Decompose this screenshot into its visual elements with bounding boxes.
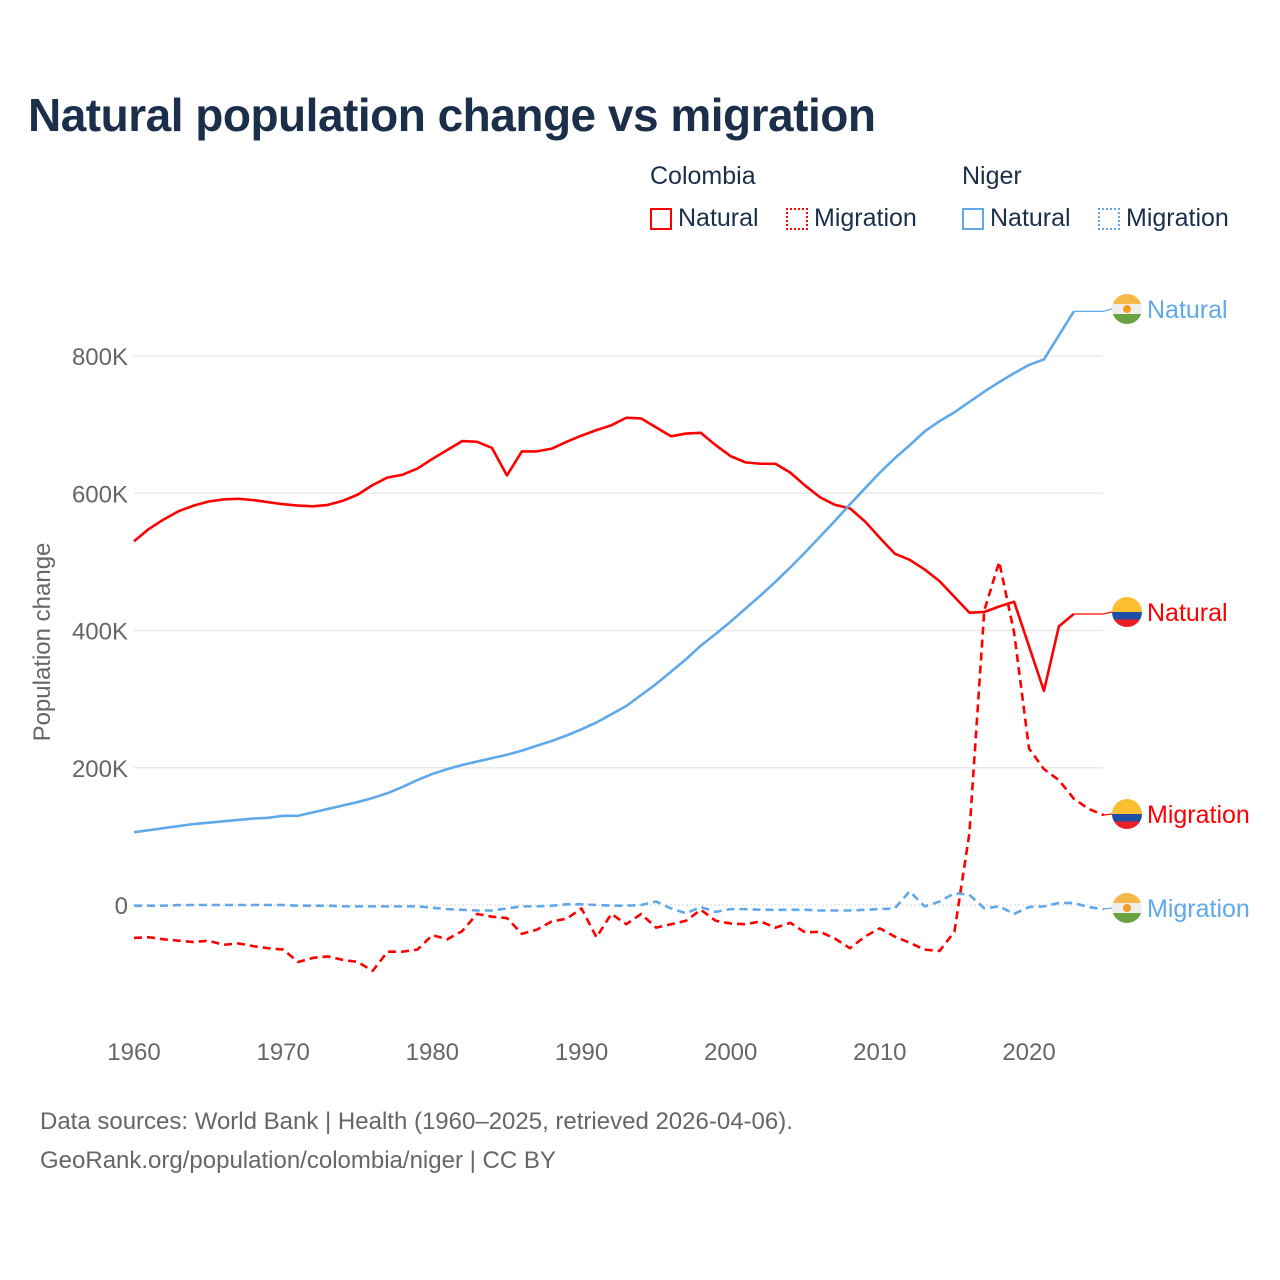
x-tick-label: 1990 (555, 1039, 608, 1066)
flag-stripe (1112, 314, 1142, 324)
flag-stripe (1112, 619, 1142, 627)
y-tick-label: 0 (115, 893, 128, 920)
flag-stripe (1112, 814, 1142, 822)
x-tick-label: 2000 (704, 1039, 757, 1066)
flag-stripe (1112, 294, 1142, 304)
label-connector (1073, 308, 1113, 312)
series-line-colombia-natural (133, 416, 1075, 693)
x-tick-label: 1970 (256, 1039, 309, 1066)
flag-sun (1123, 904, 1131, 912)
legend-item-colombia-migration[interactable]: Migration (786, 204, 917, 233)
y-axis-label: Population change (29, 543, 56, 742)
legend-label: Natural (990, 204, 1071, 232)
legend-label: Migration (1126, 204, 1229, 232)
colombia-flag-icon (1112, 799, 1142, 829)
x-tick-label: 2010 (853, 1039, 906, 1066)
series-line-niger-migration (134, 889, 1104, 916)
legend-swatch-dotted-blue (1098, 207, 1120, 230)
legend-group-niger: Niger (962, 162, 1022, 190)
legend-swatch-solid-blue (962, 207, 984, 230)
legend-item-niger-natural[interactable]: Natural (962, 204, 1071, 233)
legend-label: Migration (814, 204, 917, 232)
legend-item-niger-migration[interactable]: Migration (1098, 204, 1229, 233)
label-connector (1073, 611, 1113, 615)
end-label: Migration (1147, 801, 1250, 829)
chart-title: Natural population change vs migration (28, 89, 876, 141)
flag-sun (1123, 305, 1131, 313)
flag-stripe (1112, 821, 1142, 829)
niger-flag-icon (1112, 294, 1142, 324)
label-connector (1102, 907, 1113, 910)
flag-stripe (1112, 913, 1142, 923)
x-tick-label: 2020 (1002, 1039, 1055, 1066)
footer-link[interactable]: GeoRank.org/population/colombia/niger | … (40, 1147, 556, 1174)
flag-stripe (1112, 612, 1142, 620)
flag-stripe (1112, 597, 1142, 612)
legend-item-colombia-natural[interactable]: Natural (650, 204, 759, 233)
x-tick-label: 1960 (107, 1039, 160, 1066)
legend-swatch-solid-red (650, 207, 672, 230)
colombia-flag-icon (1112, 597, 1142, 627)
flag-stripe (1112, 893, 1142, 903)
y-tick-label: 200K (72, 756, 128, 783)
legend-swatch-dotted-red (786, 207, 808, 230)
end-label: Natural (1147, 599, 1228, 627)
series-line-colombia-migration (133, 560, 1105, 973)
y-tick-label: 600K (72, 481, 128, 508)
series-line-niger-natural (133, 310, 1075, 834)
legend-group-colombia: Colombia (650, 162, 756, 190)
end-label: Migration (1147, 895, 1250, 923)
legend-label: Natural (678, 204, 759, 232)
end-label: Natural (1147, 296, 1228, 324)
flag-stripe (1112, 799, 1142, 814)
niger-flag-icon (1112, 893, 1142, 923)
x-tick-label: 1980 (406, 1039, 459, 1066)
label-connector (1102, 813, 1113, 816)
footer-sources: Data sources: World Bank | Health (1960–… (40, 1108, 793, 1135)
y-tick-label: 400K (72, 619, 128, 646)
y-tick-label: 800K (72, 344, 128, 371)
